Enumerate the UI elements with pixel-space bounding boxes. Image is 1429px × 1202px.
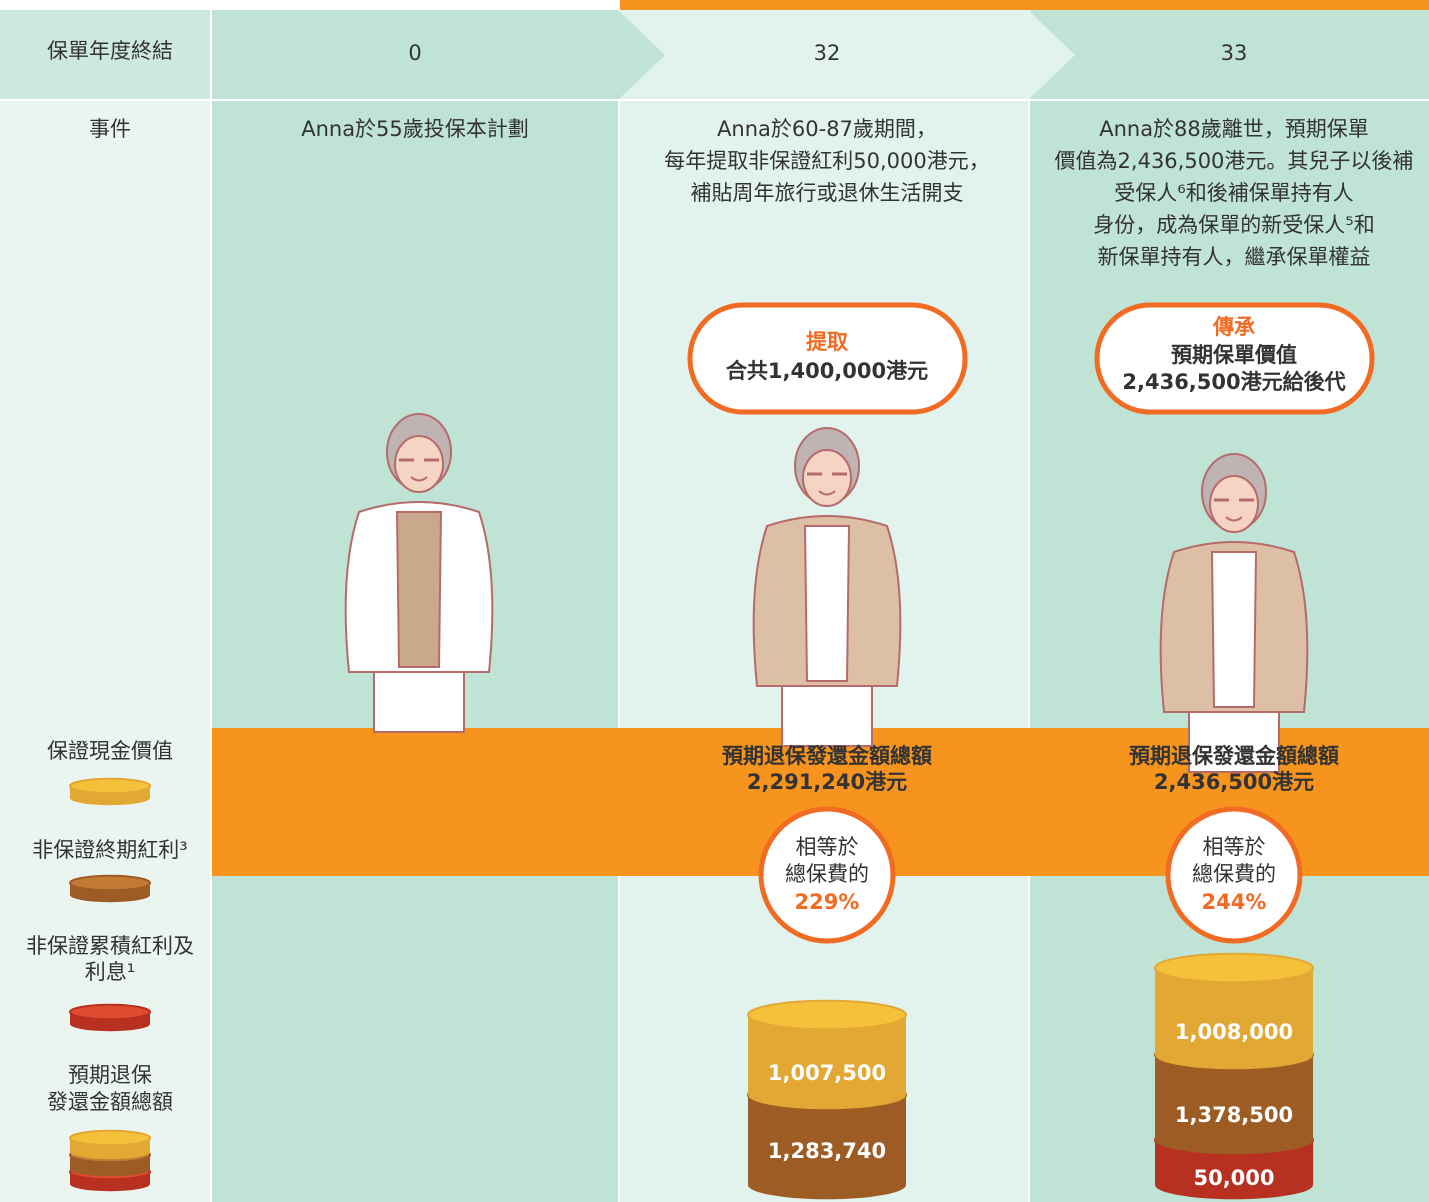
- legend-coin-top: [70, 876, 150, 890]
- event-text: 新保單持有人，繼承保單權益: [1098, 245, 1371, 269]
- ratio-text: 總保費的: [785, 862, 869, 886]
- header-label: 保單年度終結: [47, 39, 173, 63]
- total-amount: 2,436,500港元: [1154, 770, 1314, 794]
- legend-coin-bottom: [70, 1145, 150, 1159]
- legend-label: 非保證累積紅利及: [26, 934, 194, 958]
- stack-value: 1,007,500: [768, 1061, 886, 1085]
- total-amount: 2,291,240港元: [747, 770, 907, 794]
- event-text: 補貼周年旅行或退休生活開支: [691, 181, 964, 205]
- legend-coin-top: [70, 1005, 150, 1019]
- legend-coin-bottom: [70, 1162, 150, 1176]
- coin-stack-bottom: [1155, 1041, 1313, 1069]
- top-bar: [620, 0, 1429, 10]
- year: 33: [1221, 41, 1248, 65]
- stack-value: 1,008,000: [1175, 1020, 1293, 1044]
- ratio-percent: 229%: [795, 890, 860, 914]
- year: 0: [408, 41, 421, 65]
- legend-label: 預期退保: [68, 1063, 152, 1087]
- bubble-title: 提取: [806, 330, 848, 354]
- legend-coin-top: [70, 779, 150, 793]
- ratio-text: 相等於: [1203, 835, 1266, 859]
- shirt: [1212, 552, 1256, 707]
- stack-value: 50,000: [1193, 1166, 1274, 1190]
- total-title: 預期退保發還金額總額: [1129, 744, 1339, 768]
- ratio-text: 相等於: [796, 835, 859, 859]
- event-text: Anna於88歲離世，預期保單: [1099, 117, 1369, 141]
- stack-value: 1,283,740: [768, 1139, 886, 1163]
- bubble-text: 2,436,500港元給後代: [1122, 370, 1345, 394]
- infographic: 保單年度終結 0 32 33 事件 Anna於55歲投保本計劃 Anna於60-87歲期間，…: [0, 0, 1429, 1202]
- coin-stack-bottom: [748, 1081, 906, 1109]
- coin-stack-top: [1155, 954, 1313, 982]
- ratio-percent: 244%: [1202, 890, 1267, 914]
- event-text: 受保人⁶和後補保單持有人: [1114, 181, 1353, 205]
- shirt: [805, 526, 849, 681]
- face: [1210, 476, 1258, 532]
- row-divider: [0, 99, 1429, 101]
- bubble-text: 合共1,400,000港元: [726, 359, 928, 383]
- event-text: Anna於60-87歲期間，: [717, 117, 937, 141]
- stack-value: 1,378,500: [1175, 1103, 1293, 1127]
- face: [395, 436, 443, 492]
- ratio-text: 總保費的: [1192, 862, 1276, 886]
- event-text: 每年提取非保證紅利50,000港元，: [664, 149, 989, 173]
- bubble-text: 預期保單價值: [1171, 343, 1297, 367]
- legend-label: 發還金額總額: [47, 1090, 173, 1114]
- legend-label: 保證現金價值: [47, 739, 173, 763]
- legend-label: 利息¹: [85, 960, 135, 984]
- legend-label: 非保證終期紅利³: [32, 838, 187, 862]
- shirt: [397, 512, 441, 667]
- coin-stack-top: [748, 1001, 906, 1029]
- events-label: 事件: [89, 117, 131, 141]
- event-text: 價值為2,436,500港元。其兒子以後補: [1055, 149, 1414, 173]
- coin-stack-bottom: [748, 1171, 906, 1199]
- total-title: 預期退保發還金額總額: [722, 744, 932, 768]
- legend-coin-top: [70, 1131, 150, 1145]
- year: 32: [814, 41, 841, 65]
- coin-stack-bottom: [1155, 1126, 1313, 1154]
- face: [803, 450, 851, 506]
- event-text: 身份，成為保單的新受保人⁵和: [1093, 213, 1374, 237]
- event-text: Anna於55歲投保本計劃: [301, 117, 529, 141]
- bubble-title: 傳承: [1212, 315, 1255, 339]
